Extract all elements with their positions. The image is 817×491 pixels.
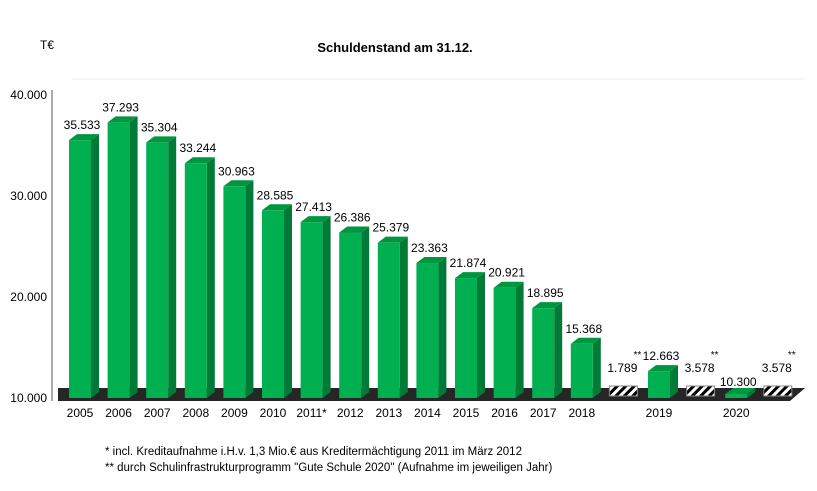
bar	[725, 394, 748, 398]
bar-top	[648, 365, 678, 372]
x-tick-label: 2009	[221, 406, 248, 420]
bar	[146, 142, 169, 398]
x-tick-label: 2018	[568, 406, 595, 420]
bar-top	[262, 204, 292, 211]
x-tick-label: 2005	[67, 406, 94, 420]
bar-side	[245, 180, 254, 398]
data-label: 35.304	[141, 120, 178, 134]
bar-top	[416, 257, 447, 264]
x-tick-label: 2019	[646, 406, 673, 420]
bar-side	[399, 236, 408, 398]
bar-hatched	[763, 385, 793, 397]
y-tick-label: 10.000	[10, 391, 47, 405]
data-label: 20.921	[488, 266, 525, 280]
x-tick-label: 2017	[530, 406, 557, 420]
data-label: 3.578	[762, 361, 792, 375]
bar	[648, 371, 670, 398]
bar	[493, 287, 516, 398]
x-tick-label: 2010	[260, 406, 287, 420]
bar-top	[725, 388, 756, 394]
data-label: 12.663	[643, 349, 680, 363]
bar-top	[223, 180, 254, 187]
x-tick-label: 2016	[491, 406, 518, 420]
x-tick-label: 2013	[375, 406, 402, 420]
data-label: 28.585	[257, 188, 294, 202]
bar-top	[107, 116, 138, 123]
footnote-1: * incl. Kreditaufnahme i.H.v. 1,3 Mio.€ …	[105, 446, 522, 458]
data-label: 35.533	[64, 118, 101, 132]
bar	[416, 263, 439, 398]
bar-top	[493, 281, 524, 288]
bar-top	[532, 302, 563, 309]
data-label: 37.293	[102, 100, 139, 114]
bar	[300, 222, 323, 398]
bar-side	[747, 388, 756, 398]
bar	[532, 308, 555, 398]
bar-side	[438, 257, 447, 398]
data-label: 25.379	[372, 221, 409, 235]
bar	[69, 140, 91, 398]
bar-side	[592, 337, 601, 398]
x-tick-label: 2006	[105, 406, 132, 420]
bar-side	[206, 157, 215, 398]
data-label: 23.363	[411, 241, 448, 255]
bar-top	[146, 136, 177, 143]
bar-side	[670, 365, 678, 398]
y-tick-label: 20.000	[10, 290, 47, 304]
data-label: 30.963	[218, 164, 255, 178]
y-axis-unit: T€	[40, 38, 54, 52]
bar-hatched	[608, 385, 638, 397]
data-label: 27.413	[295, 200, 332, 214]
x-tick-label: 2012	[337, 406, 364, 420]
bar-top	[377, 236, 408, 243]
data-label: 26.386	[334, 211, 371, 225]
x-tick-label: 2020	[723, 406, 750, 420]
data-label: 18.895	[527, 286, 564, 300]
data-label: 21.874	[450, 256, 487, 270]
bar-top	[455, 272, 485, 279]
bar-top	[300, 216, 331, 223]
bar-side	[284, 204, 292, 398]
bar	[107, 122, 130, 398]
y-tick-label: 30.000	[10, 189, 47, 203]
bar-side	[91, 134, 99, 398]
footnote-marker: **	[788, 350, 796, 361]
bar-top	[69, 134, 99, 141]
bar-side	[129, 116, 138, 398]
x-tick-label: 2015	[453, 406, 480, 420]
bar	[377, 242, 400, 398]
data-label: 33.244	[179, 141, 216, 155]
x-tick-label: 2011*	[296, 406, 327, 420]
footnote-marker: **	[711, 350, 719, 361]
bar	[339, 232, 362, 398]
bar	[570, 343, 593, 398]
bar-side	[361, 226, 370, 398]
bar-side	[168, 136, 177, 398]
bar-hatched	[686, 385, 716, 397]
x-tick-label: 2008	[182, 406, 209, 420]
bar-top	[339, 226, 370, 233]
footnote-2: ** durch Schulinfrastrukturprogramm "Gut…	[105, 462, 553, 474]
bar-top	[184, 157, 215, 164]
bar-side	[322, 216, 331, 398]
x-tick-label: 2007	[144, 406, 171, 420]
bar-side	[515, 281, 524, 398]
chart-title: Schuldenstand am 31.12.	[317, 40, 472, 55]
footnote-marker: **	[634, 350, 642, 361]
bar-side	[554, 302, 563, 398]
bar-side	[477, 272, 485, 398]
data-label: 3.578	[685, 361, 715, 375]
data-label: 1.789	[607, 361, 637, 375]
data-label: 10.300	[720, 375, 757, 389]
data-label: 15.368	[565, 322, 602, 336]
bar-top	[570, 337, 601, 344]
y-tick-label: 40.000	[10, 88, 47, 102]
bar	[223, 186, 246, 398]
bar	[455, 278, 477, 398]
bar	[184, 163, 207, 398]
x-tick-label: 2014	[414, 406, 441, 420]
bar	[262, 210, 284, 398]
